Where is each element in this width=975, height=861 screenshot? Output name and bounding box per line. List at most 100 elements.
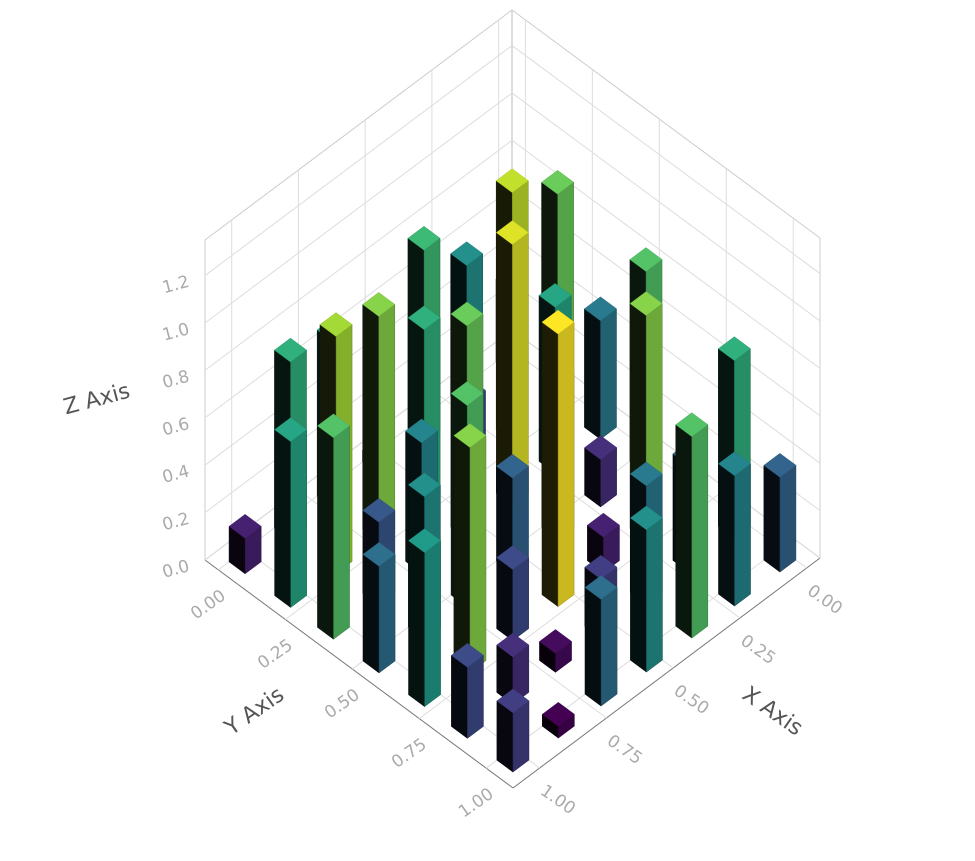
bar-top (718, 451, 751, 477)
bar (675, 412, 709, 639)
bar-top (539, 629, 572, 654)
bar (274, 417, 308, 609)
z-tick-label: 0.8 (160, 367, 191, 393)
bar-top (586, 512, 620, 538)
bar-side (467, 654, 484, 739)
bar (718, 451, 751, 607)
bar-top (450, 301, 484, 327)
bar-side (718, 463, 735, 607)
bar-side (600, 308, 617, 440)
bar-top (362, 542, 396, 567)
bar-side (333, 425, 350, 640)
bar-top (583, 296, 617, 322)
bar-side (691, 424, 709, 639)
bar (228, 514, 262, 575)
z-tick-label: 0.4 (160, 462, 191, 488)
bar-top (496, 632, 530, 658)
bar-top (541, 169, 575, 195)
bar-top (408, 528, 442, 553)
bar (496, 688, 530, 773)
bar (317, 413, 350, 640)
z-tick-label: 0.0 (160, 556, 191, 582)
bar-top (450, 643, 484, 668)
y-tick-label: 0.00 (187, 586, 229, 624)
bar-top (407, 225, 441, 251)
bar (541, 309, 575, 608)
bar (362, 542, 396, 674)
bar-side (541, 321, 559, 608)
bar-top (584, 575, 618, 600)
z-tick-label: 0.2 (160, 509, 191, 535)
bar-top (541, 309, 575, 335)
bar-top (629, 291, 663, 316)
bar (453, 423, 487, 674)
bar-top (362, 292, 396, 317)
bar (586, 512, 620, 574)
bar-side (779, 464, 797, 573)
axis-line (512, 557, 821, 789)
bar-top (450, 241, 484, 266)
bar-side (584, 308, 601, 440)
bar-top (407, 305, 441, 331)
y-tick-label: 0.25 (254, 635, 296, 673)
bar-top (675, 412, 709, 437)
bar-top (629, 461, 663, 487)
bar-side (274, 429, 291, 609)
bar (583, 296, 617, 440)
z-tick-label: 1.2 (160, 272, 191, 298)
bar-side (451, 654, 468, 739)
bar (539, 629, 572, 673)
bar-side (763, 464, 781, 573)
grid-line (204, 139, 513, 371)
bar-side (424, 540, 441, 708)
x-tick-label: 0.25 (737, 631, 779, 669)
bar-top (407, 472, 441, 498)
bar (496, 632, 530, 705)
axis-line (204, 559, 514, 789)
bar-top (763, 453, 797, 478)
grid-line (204, 92, 513, 324)
bar (495, 220, 529, 506)
bar-side (512, 557, 529, 642)
bar-top (496, 545, 530, 570)
bar-top (319, 312, 353, 337)
bar-side (362, 553, 380, 674)
bar (629, 505, 663, 673)
bar-top (629, 247, 663, 272)
pane-edge (204, 9, 513, 241)
bar-side (734, 463, 751, 607)
grid-line (204, 45, 513, 276)
bar (584, 435, 618, 508)
grid-line (511, 92, 821, 322)
bar-top (496, 688, 530, 714)
bar-side (290, 429, 307, 609)
bar-top (495, 220, 529, 245)
bar-side (646, 517, 663, 673)
bar-top (274, 337, 307, 363)
bar-top (496, 453, 529, 479)
bar-top (450, 381, 484, 406)
x-tick-label: 0.75 (603, 731, 645, 769)
bar-top (538, 283, 572, 308)
x-axis-title: X Axis (737, 682, 807, 741)
bar-side (496, 700, 514, 773)
bar (496, 453, 529, 574)
bar-side (317, 425, 334, 640)
bar-top (228, 514, 262, 539)
bar-side (496, 557, 513, 642)
bar-side (469, 434, 487, 674)
bar-side (675, 424, 693, 639)
bar-side (630, 517, 647, 673)
pane-edge (511, 9, 821, 239)
bar-top (274, 417, 308, 442)
bar-top (362, 498, 396, 523)
bar-top (317, 413, 350, 439)
bar-side (378, 553, 396, 674)
bar (584, 575, 618, 707)
bar (763, 453, 797, 573)
y-tick-label: 0.75 (388, 735, 430, 773)
bar (362, 292, 396, 543)
x-tick-label: 1.00 (536, 781, 578, 819)
z-tick-label: 1.0 (160, 319, 191, 345)
